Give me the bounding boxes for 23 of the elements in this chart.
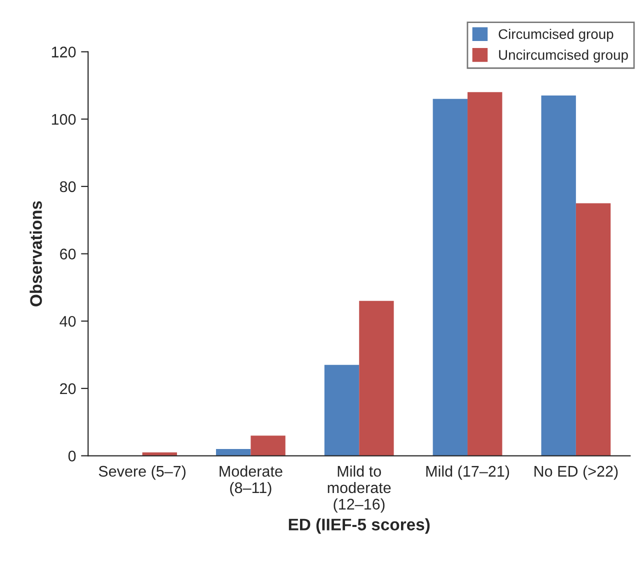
y-tick-label: 60 — [60, 248, 76, 260]
y-tick-label: 120 — [52, 46, 76, 58]
x-axis-title: ED (IIEF-5 scores) — [288, 518, 430, 534]
bar — [250, 436, 286, 456]
bar — [468, 92, 502, 456]
y-axis-title: Observations — [30, 201, 42, 306]
legend-label: Circumcised group — [498, 28, 614, 42]
bar — [324, 364, 360, 456]
y-tick-label: 40 — [60, 316, 76, 327]
bar — [576, 203, 611, 456]
x-tick-label: Mild (17–21) — [426, 465, 510, 480]
x-tick-label: No ED (>22) — [534, 465, 618, 480]
y-tick-label: 0 — [68, 450, 76, 462]
y-tick-label: 80 — [60, 181, 76, 192]
y-tick-label: 20 — [60, 383, 76, 394]
x-tick-label: Mild to moderate (12–16) — [328, 465, 391, 513]
bar — [432, 98, 468, 456]
bar — [541, 96, 576, 456]
x-tick-label: Moderate (8–11) — [220, 465, 282, 496]
y-tick-label: 100 — [52, 114, 76, 125]
x-tick-label: Severe (5–7) — [98, 465, 186, 480]
bar — [359, 300, 394, 456]
legend-label: Uncircumcised group — [499, 50, 628, 63]
